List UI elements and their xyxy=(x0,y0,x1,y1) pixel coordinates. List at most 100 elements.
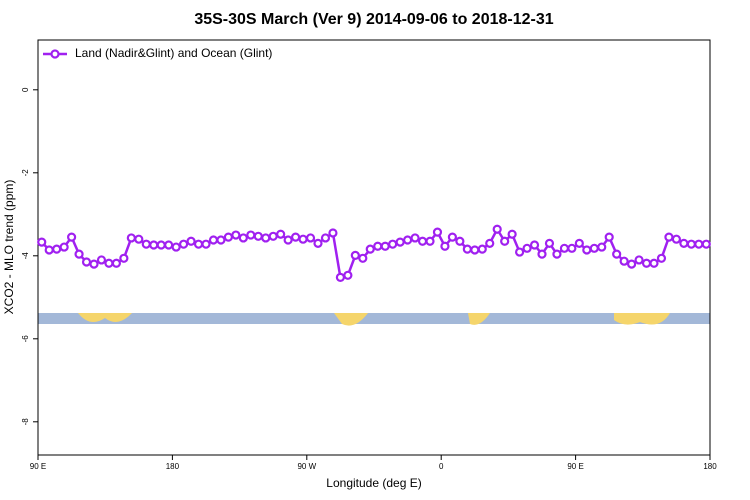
legend-label: Land (Nadir&Glint) and Ocean (Glint) xyxy=(75,46,272,60)
data-point xyxy=(179,239,189,249)
data-point xyxy=(59,242,69,252)
data-point xyxy=(582,245,592,255)
data-point xyxy=(156,240,166,250)
data-point xyxy=(671,234,682,244)
data-point xyxy=(462,244,472,254)
data-point xyxy=(552,249,562,259)
data-point xyxy=(216,235,226,245)
x-tick-label: 90 E xyxy=(567,462,583,471)
data-point xyxy=(171,242,181,252)
data-point xyxy=(149,240,159,250)
data-point xyxy=(455,236,465,246)
data-point xyxy=(268,231,278,241)
data-point xyxy=(492,224,502,234)
y-tick-label: 0 xyxy=(21,87,30,92)
data-point xyxy=(320,233,331,243)
data-point xyxy=(335,272,345,282)
map-strip xyxy=(38,313,710,326)
data-point xyxy=(589,243,599,253)
data-point xyxy=(522,243,532,253)
data-point xyxy=(343,270,353,280)
data-point xyxy=(395,237,405,247)
data-point xyxy=(417,236,428,246)
data-point xyxy=(597,242,607,252)
data-point xyxy=(612,249,622,259)
data-point xyxy=(298,234,308,244)
data-point xyxy=(388,239,398,249)
data-point xyxy=(641,258,652,268)
data-point xyxy=(305,233,316,243)
data-point xyxy=(111,258,122,268)
data-point xyxy=(626,259,637,269)
data-point xyxy=(261,233,271,243)
chart-title: 35S-30S March (Ver 9) 2014-09-06 to 2018… xyxy=(194,11,553,28)
data-point xyxy=(440,241,450,251)
data-point xyxy=(500,236,510,246)
data-point xyxy=(619,256,629,266)
data-point xyxy=(470,245,480,255)
data-point xyxy=(358,253,368,263)
data-point xyxy=(246,230,256,240)
x-tick-label: 0 xyxy=(439,462,444,471)
data-point xyxy=(686,239,696,249)
data-point xyxy=(567,243,577,253)
data-point xyxy=(193,239,204,249)
data-point xyxy=(537,249,547,259)
data-point xyxy=(350,250,360,260)
data-point xyxy=(313,238,323,248)
data-point xyxy=(186,236,196,246)
data-point xyxy=(223,232,233,242)
x-axis-label: Longitude (deg E) xyxy=(326,476,421,490)
data-point xyxy=(37,237,47,247)
data-point xyxy=(432,227,443,237)
data-point xyxy=(52,244,62,254)
data-point xyxy=(649,258,659,268)
y-tick-label: -8 xyxy=(21,418,30,426)
data-point xyxy=(425,236,435,246)
y-tick-label: -4 xyxy=(21,252,30,260)
data-point xyxy=(380,241,390,251)
data-point xyxy=(365,244,375,254)
data-point xyxy=(276,229,286,239)
data-point xyxy=(485,238,495,248)
data-point xyxy=(74,249,84,259)
x-tick-label: 180 xyxy=(703,462,717,471)
data-point xyxy=(373,241,383,251)
data-point xyxy=(201,239,211,249)
data-point xyxy=(253,231,263,241)
data-point xyxy=(104,258,114,268)
data-point xyxy=(403,235,413,245)
x-tick-label: 90 E xyxy=(30,462,46,471)
y-tick-label: -2 xyxy=(21,169,30,177)
data-point xyxy=(96,255,107,265)
data-point xyxy=(477,244,487,254)
data-point xyxy=(291,232,301,242)
legend-marker xyxy=(50,49,60,59)
x-tick-label: 180 xyxy=(166,462,180,471)
data-point xyxy=(208,235,219,245)
data-point xyxy=(238,233,248,243)
data-point xyxy=(328,228,338,238)
y-tick-label: -6 xyxy=(21,335,30,343)
data-point xyxy=(604,232,614,242)
data-point xyxy=(514,247,525,257)
data-point xyxy=(81,257,92,267)
data-point xyxy=(507,229,517,239)
plot-frame xyxy=(37,39,711,456)
data-point xyxy=(164,240,174,250)
data-point xyxy=(701,239,711,249)
data-point xyxy=(66,232,77,242)
data-point xyxy=(679,238,689,248)
data-point xyxy=(656,253,667,263)
data-point xyxy=(119,253,129,263)
y-axis-label: XCO2 - MLO trend (ppm) xyxy=(2,180,16,315)
data-point xyxy=(231,230,241,240)
data-point xyxy=(544,238,555,248)
data-point xyxy=(529,240,540,250)
data-point xyxy=(283,235,293,245)
x-tick-label: 90 W xyxy=(297,462,316,471)
data-point xyxy=(447,232,457,242)
data-point xyxy=(559,243,570,253)
data-point xyxy=(141,239,151,249)
